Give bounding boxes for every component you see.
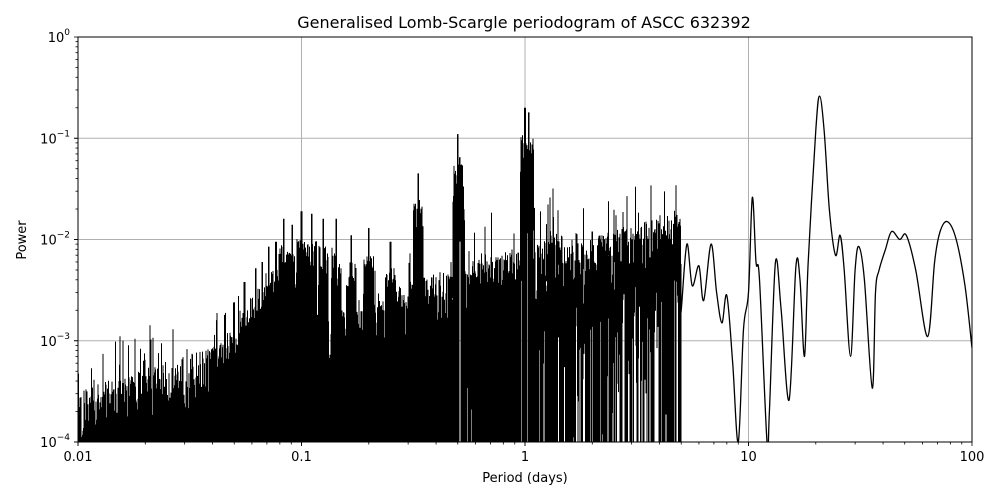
svg-text:10−1: 10−1 xyxy=(40,129,70,147)
periodogram-line xyxy=(678,95,972,442)
chart-title: Generalised Lomb-Scargle periodogram of … xyxy=(297,13,751,32)
svg-text:100: 100 xyxy=(48,28,71,46)
y-axis-label: Power xyxy=(15,220,30,260)
svg-text:0.01: 0.01 xyxy=(64,450,93,465)
svg-text:1: 1 xyxy=(521,450,529,465)
y-axis-ticks: 100 10−1 10−2 10−3 10−4 xyxy=(40,28,78,451)
svg-text:10: 10 xyxy=(740,450,757,465)
x-axis-label: Period (days) xyxy=(482,471,568,486)
svg-text:100: 100 xyxy=(960,450,985,465)
svg-text:10−4: 10−4 xyxy=(40,433,70,451)
svg-text:10−3: 10−3 xyxy=(40,332,70,350)
x-axis-ticks: 0.01 0.1 1 10 100 xyxy=(64,442,985,465)
dense-periodogram-spikes xyxy=(78,107,682,442)
svg-text:10−2: 10−2 xyxy=(40,231,70,249)
svg-text:0.1: 0.1 xyxy=(291,450,312,465)
